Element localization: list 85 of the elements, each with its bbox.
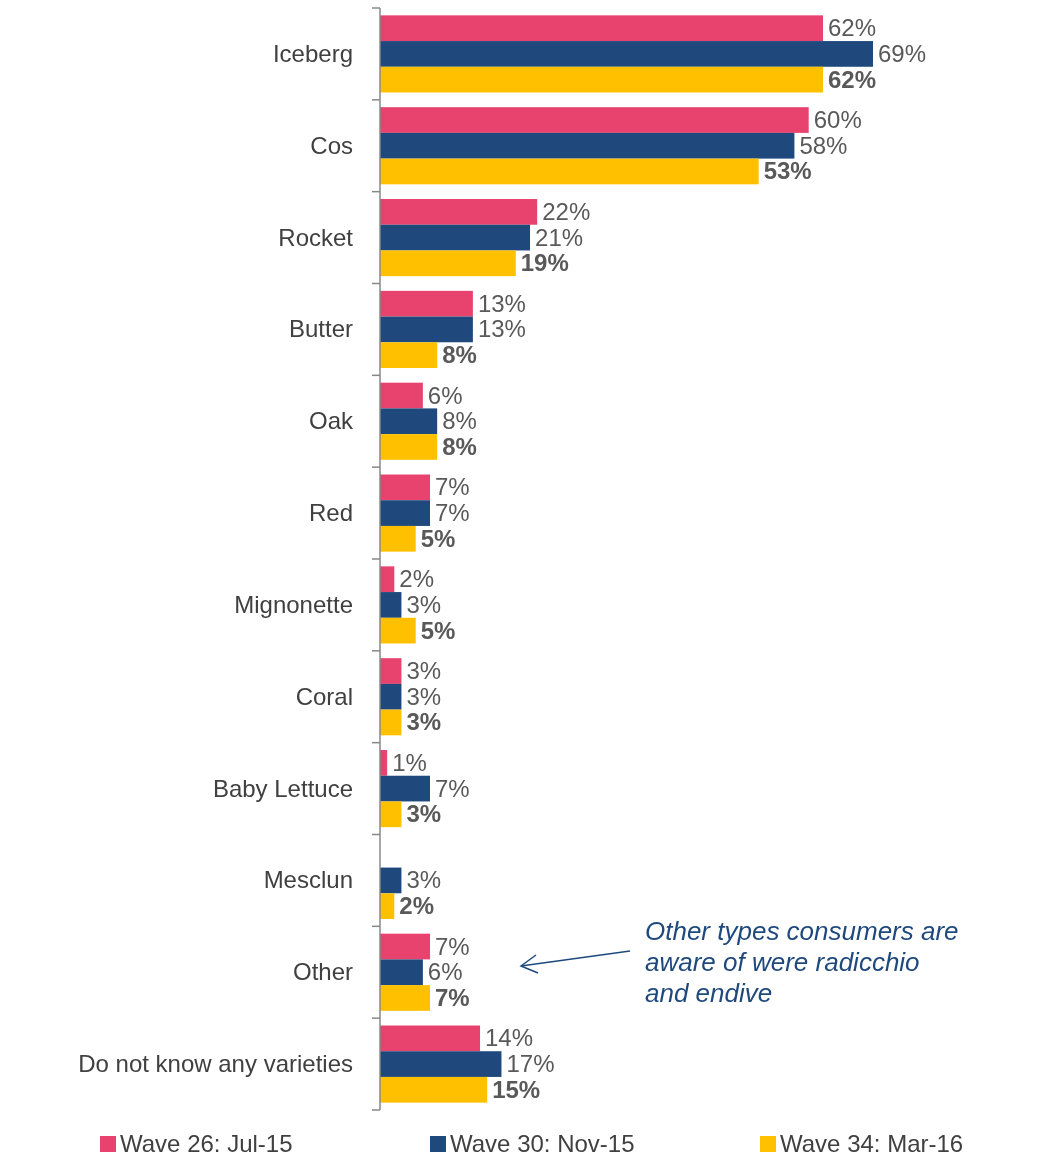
y-tick-label: Mesclun [263, 866, 353, 894]
bar [380, 801, 402, 828]
data-label: 7% [435, 774, 470, 802]
data-label: 17% [506, 1050, 555, 1078]
y-tick-label: Do not know any varieties [78, 1050, 353, 1078]
data-label: 2% [399, 892, 434, 920]
legend-label: Wave 26: Jul-15 [120, 1130, 293, 1157]
bar [380, 474, 431, 501]
data-label: 7% [435, 499, 470, 527]
data-label: 6% [427, 381, 463, 409]
bar [380, 158, 759, 185]
data-label: 7% [435, 983, 470, 1011]
data-label: 1% [392, 748, 427, 776]
data-label: 7% [435, 932, 470, 960]
bar [380, 867, 402, 894]
bar [380, 566, 395, 593]
bar [380, 592, 402, 618]
data-label: 3% [406, 682, 442, 710]
data-label: 21% [535, 223, 584, 251]
data-label: 3% [406, 800, 442, 828]
data-label: 58% [799, 131, 848, 159]
bar [380, 15, 823, 42]
data-label: 2% [399, 565, 434, 593]
y-tick-label: Rocket [278, 223, 354, 251]
bar [380, 107, 809, 133]
data-label: 8% [442, 432, 477, 460]
bar [380, 434, 438, 460]
data-label: 3% [406, 708, 442, 736]
data-label: 7% [435, 473, 470, 501]
bar [380, 1076, 488, 1103]
data-label: 15% [492, 1075, 541, 1103]
bar [380, 933, 431, 960]
bar [380, 66, 823, 93]
legend-label: Wave 30: Nov-15 [450, 1130, 635, 1157]
data-label: 8% [442, 341, 477, 369]
annotation: Other types consumers are aware of were radicchio and endive [645, 916, 959, 1008]
y-tick-label: Iceberg [272, 39, 353, 67]
bar [380, 775, 431, 802]
bar [380, 1051, 502, 1077]
bar [380, 41, 873, 67]
legend-label: Wave 34: Mar-16 [780, 1130, 964, 1157]
bar [380, 893, 395, 919]
bar [380, 500, 431, 526]
bar [380, 132, 795, 159]
bar [380, 290, 473, 317]
y-tick-label: Oak [308, 407, 354, 435]
y-tick-label: Red [308, 499, 353, 527]
data-label: 5% [420, 616, 456, 644]
bar [380, 224, 531, 251]
bar [380, 382, 423, 409]
y-tick-label: Baby Lettuce [212, 774, 353, 802]
data-label: 3% [406, 657, 442, 685]
bar [380, 199, 538, 225]
bar [380, 408, 438, 435]
data-label: 13% [477, 315, 526, 343]
y-tick-label: Mignonette [234, 590, 353, 618]
data-label: 3% [406, 866, 442, 894]
bar [380, 617, 416, 644]
data-label: 60% [813, 106, 862, 134]
y-tick-label: Other [292, 958, 353, 986]
bar [380, 316, 473, 343]
bar [380, 525, 416, 552]
data-label: 8% [442, 407, 477, 435]
data-label: 5% [420, 524, 456, 552]
y-tick-label: Butter [288, 315, 354, 343]
bar [380, 959, 423, 986]
y-tick-label: Coral [295, 682, 353, 710]
bar [380, 342, 438, 368]
bar [380, 683, 402, 710]
y-tick-label: Cos [310, 131, 353, 159]
bar [380, 709, 402, 736]
bar [380, 250, 516, 277]
data-label: 6% [427, 958, 463, 986]
data-label: 14% [485, 1024, 534, 1052]
data-label: 53% [763, 157, 812, 185]
data-label: 62% [827, 65, 877, 93]
data-label: 22% [542, 197, 591, 225]
data-label: 13% [477, 289, 526, 317]
data-label: 62% [827, 14, 877, 42]
data-label: 19% [520, 249, 569, 277]
bar [380, 985, 431, 1011]
bar [380, 1025, 481, 1052]
data-label: 3% [406, 590, 442, 618]
bar [380, 658, 402, 684]
data-label: 69% [878, 39, 927, 67]
